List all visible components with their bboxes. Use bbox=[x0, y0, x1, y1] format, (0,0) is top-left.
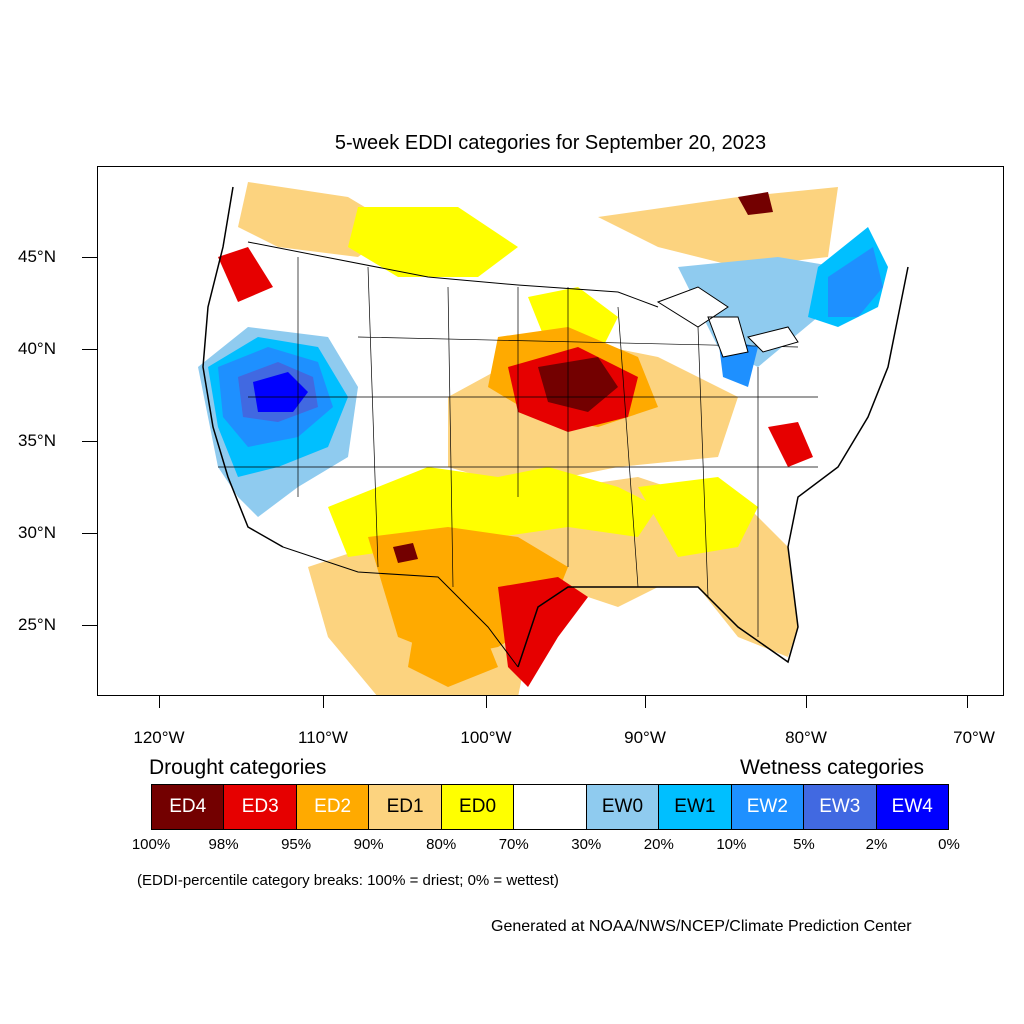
ed3-midatlantic bbox=[768, 422, 813, 467]
map-area bbox=[97, 166, 1004, 696]
lat-tick bbox=[82, 349, 97, 350]
credit-text: Generated at NOAA/NWS/NCEP/Climate Predi… bbox=[491, 918, 912, 935]
ed4-midwest bbox=[538, 357, 618, 412]
percent-label: 5% bbox=[793, 836, 815, 853]
wetness-heading: Wetness categories bbox=[740, 756, 925, 779]
category-note: (EDDI-percentile category breaks: 100% =… bbox=[137, 872, 559, 889]
ed2-mexico bbox=[408, 607, 498, 687]
great-lakes bbox=[656, 286, 799, 358]
lon-tick bbox=[323, 696, 324, 708]
legend-box-ed3: ED3 bbox=[224, 785, 297, 829]
legend-box-ed0: ED0 bbox=[441, 785, 515, 829]
drought-heading: Drought categories bbox=[149, 756, 327, 779]
ew4-west bbox=[253, 372, 308, 412]
percent-label: 0% bbox=[938, 836, 960, 853]
lat-tick bbox=[82, 533, 97, 534]
legend-box-ew1: EW1 bbox=[659, 785, 732, 829]
ed4-michigan bbox=[738, 192, 773, 215]
percent-label: 30% bbox=[571, 836, 602, 853]
lat-label-30: 30°N bbox=[18, 523, 56, 542]
legend-box-ew2: EW2 bbox=[731, 785, 805, 829]
legend-box-ew4: EW4 bbox=[876, 785, 948, 829]
ew2-northeast bbox=[828, 247, 883, 317]
mexico-border bbox=[282, 546, 519, 668]
lat-tick bbox=[82, 257, 97, 258]
lon-tick bbox=[806, 696, 807, 708]
percent-label: 95% bbox=[281, 836, 312, 853]
percent-label: 90% bbox=[353, 836, 384, 853]
lat-tick bbox=[82, 625, 97, 626]
legend-box-ew0: EW0 bbox=[586, 785, 660, 829]
legend-box-ew3: EW3 bbox=[804, 785, 877, 829]
lat-label-45: 45°N bbox=[18, 247, 56, 266]
lon-tick bbox=[486, 696, 487, 708]
lat-label-25: 25°N bbox=[18, 615, 56, 634]
map-title: 5-week EDDI categories for September 20,… bbox=[334, 132, 767, 154]
ed1-lakes bbox=[598, 187, 838, 267]
ed3-northwest bbox=[218, 247, 273, 302]
ed3-texas bbox=[498, 577, 588, 687]
lon-label-120: 120°W bbox=[133, 728, 185, 747]
west-coastline bbox=[202, 186, 284, 548]
lon-label-80: 80°W bbox=[785, 728, 827, 747]
legend-box-ed2: ED2 bbox=[296, 785, 370, 829]
ed0-southeast bbox=[638, 477, 758, 557]
percent-label: 20% bbox=[643, 836, 674, 853]
percent-label: 98% bbox=[208, 836, 239, 853]
ed4-texas bbox=[393, 543, 418, 563]
canada-border bbox=[247, 241, 659, 308]
state-lines bbox=[218, 257, 818, 637]
lat-label-35: 35°N bbox=[18, 431, 56, 450]
percent-label: 10% bbox=[716, 836, 747, 853]
percent-label: 2% bbox=[865, 836, 888, 853]
lon-tick bbox=[159, 696, 160, 708]
lon-label-100: 100°W bbox=[460, 728, 512, 747]
lat-tick bbox=[82, 441, 97, 442]
percent-label: 100% bbox=[131, 836, 171, 853]
percent-label: 70% bbox=[498, 836, 529, 853]
lon-tick bbox=[967, 696, 968, 708]
lon-label-70: 70°W bbox=[953, 728, 995, 747]
lon-tick bbox=[645, 696, 646, 708]
category-legend: ED4 ED3 ED2 ED1 ED0 EW0 EW1 EW2 EW3 EW4 bbox=[151, 784, 949, 830]
lon-label-90: 90°W bbox=[624, 728, 666, 747]
percent-label: 80% bbox=[426, 836, 457, 853]
lon-label-110: 110°W bbox=[298, 728, 348, 747]
ed0-north bbox=[348, 207, 518, 277]
legend-box-ed4: ED4 bbox=[152, 785, 225, 829]
legend-box-ed1: ED1 bbox=[369, 785, 442, 829]
eddi-map bbox=[193, 167, 909, 695]
lat-label-40: 40°N bbox=[18, 339, 56, 358]
legend-box-normal bbox=[514, 785, 587, 829]
gulf-coastline bbox=[517, 266, 909, 668]
